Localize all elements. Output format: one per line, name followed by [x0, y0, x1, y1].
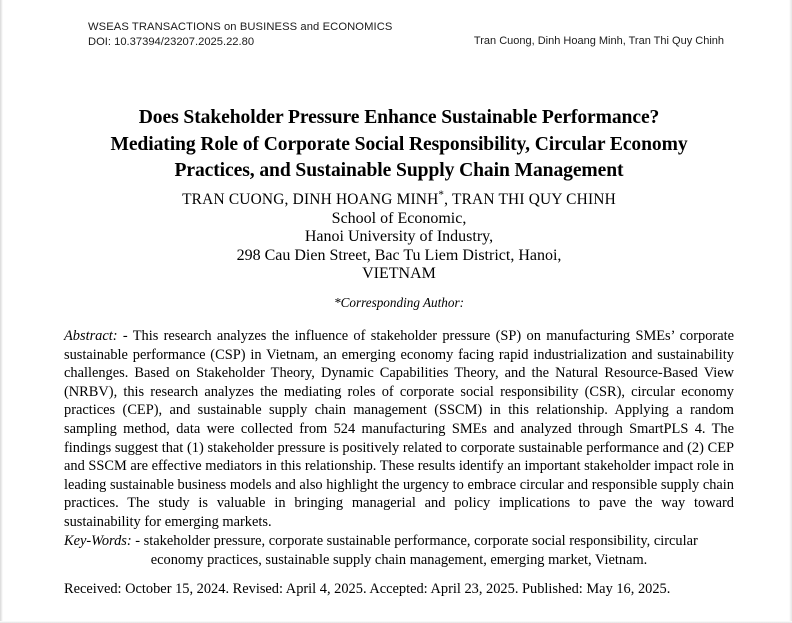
abstract-paragraph: Abstract: - This research analyzes the i…: [64, 327, 734, 532]
author-names-after-star: , TRAN THI QUY CHINH: [444, 191, 616, 208]
title-line-2: Mediating Role of Corporate Social Respo…: [110, 133, 688, 155]
affiliation-country: VIETNAM: [362, 265, 436, 283]
affiliation-line-3: 298 Cau Dien Street, Bac Tu Liem Distric…: [236, 246, 562, 264]
abstract-label: Abstract:: [64, 328, 118, 344]
title-line-3: Practices, and Sustainable Supply Chain …: [174, 159, 624, 181]
keywords-line-1: Key-Words: - stakeholder pressure, corpo…: [64, 532, 734, 551]
publication-dates: Received: October 15, 2024. Revised: Apr…: [64, 581, 671, 597]
page-edge-right: [789, 0, 792, 623]
corresponding-author-marker: *: [438, 188, 445, 201]
page-edge-left: [0, 0, 3, 623]
page-title: Does Stakeholder Pressure Enhance Sustai…: [64, 105, 734, 184]
affiliation-line-1: School of Economic,: [331, 209, 467, 227]
paper-page: WSEAS TRANSACTIONS on BUSINESS and ECONO…: [64, 0, 734, 623]
journal-name: WSEAS TRANSACTIONS on BUSINESS and ECONO…: [88, 21, 393, 33]
page-edge-bottom: [0, 621, 792, 623]
author-names: TRAN CUONG, DINH HOANG MINH*, TRAN THI Q…: [64, 188, 734, 210]
keywords-label: Key-Words:: [64, 533, 132, 549]
doi-text: DOI: 10.37394/23207.2025.22.80: [88, 35, 255, 48]
author-names-before-star: TRAN CUONG, DINH HOANG MINH: [182, 191, 439, 208]
keywords-block: Key-Words: - stakeholder pressure, corpo…: [64, 532, 734, 569]
running-header: WSEAS TRANSACTIONS on BUSINESS and ECONO…: [88, 20, 736, 49]
keywords-line-2: economy practices, sustainable supply ch…: [150, 551, 648, 568]
abstract-body: - This research analyzes the influence o…: [64, 328, 734, 530]
running-header-left: WSEAS TRANSACTIONS on BUSINESS and ECONO…: [88, 20, 392, 49]
title-line-1: Does Stakeholder Pressure Enhance Sustai…: [138, 107, 660, 129]
keywords-text-1: - stakeholder pressure, corporate sustai…: [131, 533, 698, 549]
authors-affiliation-block: TRAN CUONG, DINH HOANG MINH*, TRAN THI Q…: [64, 188, 734, 284]
affiliation-line-2: Hanoi University of Industry,: [304, 228, 494, 246]
running-header-authors: Tran Cuong, Dinh Hoang Minh, Tran Thi Qu…: [473, 34, 724, 47]
corresponding-author-note: *Corresponding Author:: [333, 295, 465, 310]
